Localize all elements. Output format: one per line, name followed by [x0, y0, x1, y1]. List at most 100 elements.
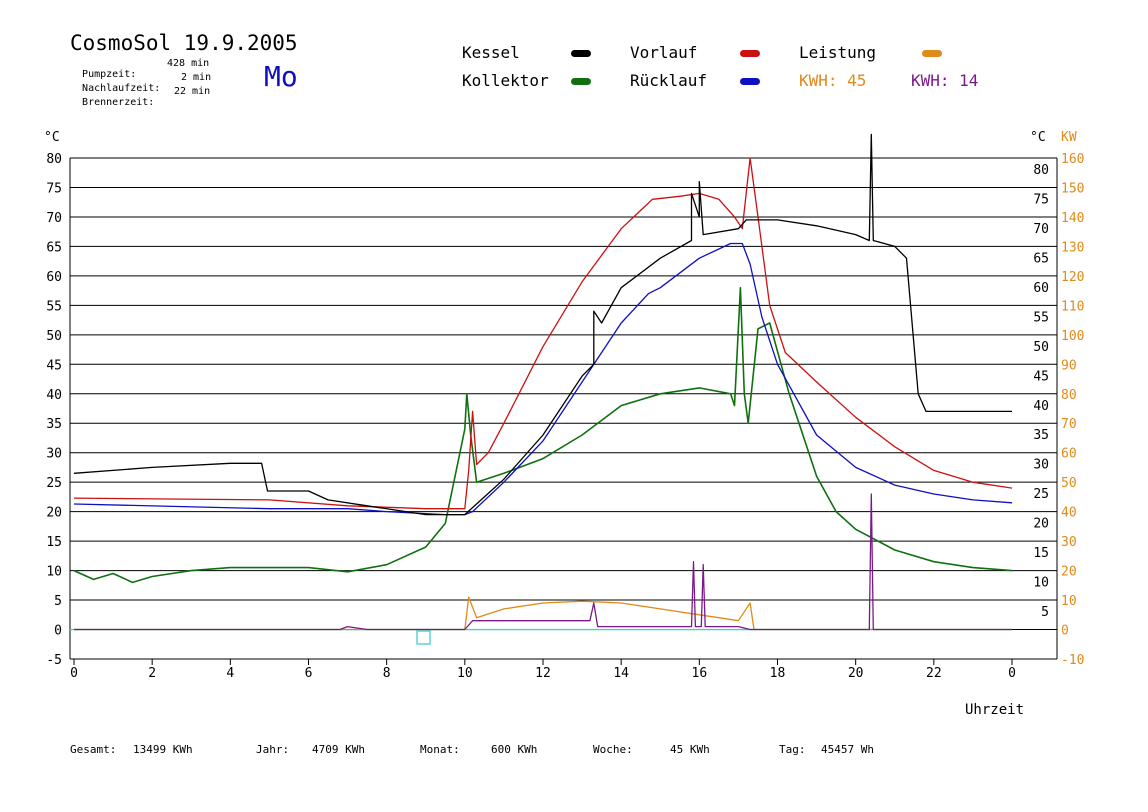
legend-ruecklauf-swatch [740, 78, 760, 85]
y-tick-label-left: 55 [46, 299, 62, 314]
legend-kollektor: Kollektor [462, 71, 549, 90]
y-unit-left: °C [44, 130, 60, 145]
tag-label: Tag: [779, 743, 806, 756]
x-tick-label: 12 [535, 666, 551, 681]
y-tick-label-left: 25 [46, 476, 62, 491]
y-tick-label-left: 0 [54, 624, 62, 639]
y-tick-label-right-c: 40 [1033, 399, 1049, 414]
y-tick-label-left: 40 [46, 388, 62, 403]
tag-value: 45457 Wh [821, 743, 874, 756]
y-tick-label-right-kw: -10 [1061, 653, 1084, 668]
y-tick-label-left: 65 [46, 240, 62, 255]
y-tick-label-left: 35 [46, 417, 62, 432]
y-tick-label-left: 5 [54, 594, 62, 609]
y-tick-label-right-c: 50 [1033, 340, 1049, 355]
y-tick-label-right-kw: 10 [1061, 594, 1077, 609]
y-tick-label-right-c: 75 [1033, 192, 1049, 207]
y-tick-label-right-kw: 50 [1061, 476, 1077, 491]
pumpzeit-label: Pumpzeit: [82, 69, 137, 80]
x-tick-label: 6 [305, 666, 313, 681]
chart-title: CosmoSol 19.9.2005 [70, 31, 298, 55]
y-tick-label-right-kw: 30 [1061, 535, 1077, 550]
legend-kollektor-swatch [571, 78, 591, 85]
pumpzeit-value: 428 min [167, 58, 210, 69]
y-tick-label-right-c: 60 [1033, 281, 1049, 296]
y-tick-label-left: -5 [46, 653, 62, 668]
grid-lines [69, 157, 1058, 665]
legend-kessel-swatch [571, 50, 591, 57]
series-line-ruecklauf [73, 242, 1013, 516]
y-tick-label-right-kw: 70 [1061, 417, 1077, 432]
x-tick-label: 16 [692, 666, 708, 681]
x-tick-label: 22 [926, 666, 942, 681]
legend-vorlauf-swatch [740, 50, 760, 57]
y-tick-label-left: 45 [46, 358, 62, 373]
series-layer [73, 133, 1013, 631]
x-tick-label: 0 [70, 666, 78, 681]
y-tick-label-right-kw: 140 [1061, 211, 1084, 226]
y-tick-label-right-c: 70 [1033, 222, 1049, 237]
x-tick-label: 18 [770, 666, 786, 681]
x-tick-label: 20 [848, 666, 864, 681]
y-unit-right-kw: KW [1061, 130, 1077, 145]
y-tick-label-right-kw: 160 [1061, 152, 1084, 167]
x-tick-label: 0 [1008, 666, 1016, 681]
series-line-leistung [74, 596, 1012, 631]
brennerzeit-label: Brennerzeit: [82, 97, 155, 108]
jahr-value: 4709 KWh [312, 743, 365, 756]
y-tick-label-right-kw: 40 [1061, 506, 1077, 521]
pumpzeit-row: Pumpzeit: 428 min [70, 58, 209, 91]
nachlaufzeit-value: 2 min [181, 72, 212, 83]
legend-kessel: Kessel [462, 43, 520, 62]
y-tick-label-right-c: 15 [1033, 546, 1049, 561]
legend-kwh-leistung: KWH: 45 [799, 71, 867, 90]
y-tick-label-left: 70 [46, 211, 62, 226]
brennerzeit-row: Brennerzeit: 22 min [70, 86, 210, 119]
series-line-leistung2 [74, 493, 1012, 631]
gesamt-label: Gesamt: [70, 743, 117, 756]
y-tick-label-right-c: 45 [1033, 369, 1049, 384]
y-tick-label-right-kw: 80 [1061, 388, 1077, 403]
jahr-label: Jahr: [256, 743, 290, 756]
x-tick-label: 10 [457, 666, 473, 681]
series-line-kollektor [73, 286, 1013, 584]
nachlaufzeit-label: Nachlaufzeit: [82, 83, 161, 94]
y-tick-label-right-c: 65 [1033, 251, 1049, 266]
legend-vorlauf: Vorlauf [630, 43, 698, 62]
y-tick-label-right-kw: 150 [1061, 181, 1084, 196]
y-tick-label-right-c: 80 [1033, 163, 1049, 178]
y-tick-label-right-kw: 110 [1061, 299, 1084, 314]
y-tick-label-right-kw: 130 [1061, 240, 1084, 255]
y-tick-label-right-kw: 100 [1061, 329, 1084, 344]
y-tick-label-right-kw: 120 [1061, 270, 1084, 285]
y-tick-label-left: 10 [46, 565, 62, 580]
tick-labels: 0 2 4 6 8 10 12 14 16 18 20 22 0-5051015202530354045… [44, 130, 1084, 681]
x-axis-label: Uhrzeit [965, 702, 1025, 718]
gesamt-value: 13499 KWh [133, 743, 193, 756]
weekday-label: Mo [264, 60, 298, 93]
y-tick-label-left: 15 [46, 535, 62, 550]
y-tick-label-right-c: 55 [1033, 310, 1049, 325]
y-tick-label-right-c: 35 [1033, 428, 1049, 443]
y-tick-label-right-c: 5 [1041, 605, 1049, 620]
x-tick-label: 14 [613, 666, 629, 681]
y-tick-label-right-kw: 0 [1061, 624, 1069, 639]
woche-label: Woche: [593, 743, 633, 756]
y-tick-label-left: 75 [46, 181, 62, 196]
y-tick-label-right-c: 20 [1033, 517, 1049, 532]
nachlaufzeit-row: Nachlaufzeit: 2 min [70, 72, 211, 105]
legend-kwh-tag: KWH: 14 [911, 71, 979, 90]
legend-leistung-swatch [922, 50, 942, 57]
series-line-vorlauf [73, 157, 1013, 510]
woche-value: 45 KWh [670, 743, 710, 756]
time-marker [416, 630, 431, 645]
y-tick-label-right-kw: 60 [1061, 447, 1077, 462]
y-tick-label-right-kw: 20 [1061, 565, 1077, 580]
y-tick-label-right-c: 25 [1033, 487, 1049, 502]
y-tick-label-left: 50 [46, 329, 62, 344]
y-tick-label-left: 20 [46, 506, 62, 521]
legend-leistung: Leistung [799, 43, 877, 62]
y-tick-label-left: 80 [46, 152, 62, 167]
series-line-kessel [73, 133, 1012, 516]
